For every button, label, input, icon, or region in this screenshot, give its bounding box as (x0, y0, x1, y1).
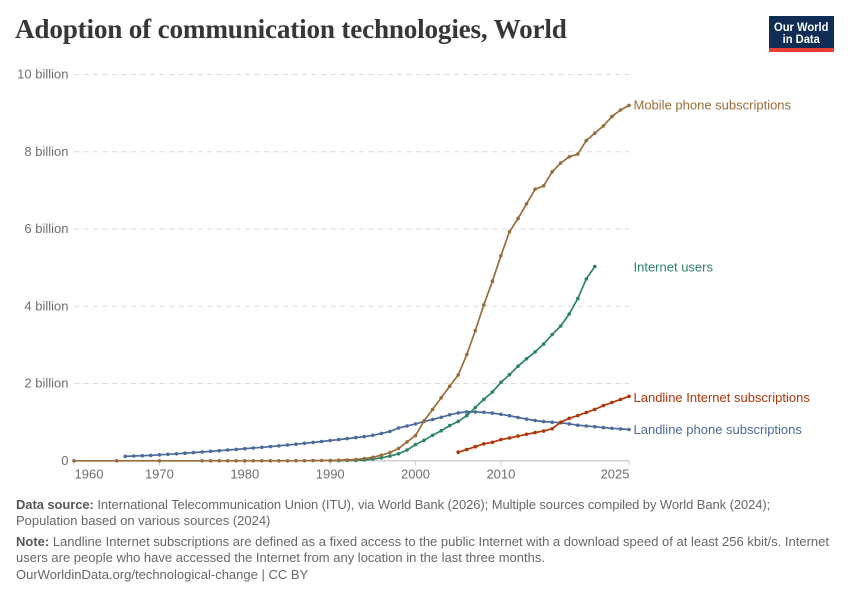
svg-text:2000: 2000 (401, 467, 430, 482)
svg-text:2025: 2025 (601, 467, 630, 482)
svg-text:Landline phone subscriptions: Landline phone subscriptions (634, 422, 803, 437)
svg-text:Mobile phone subscriptions: Mobile phone subscriptions (634, 98, 792, 113)
svg-text:2010: 2010 (486, 467, 515, 482)
svg-text:Internet users: Internet users (634, 260, 714, 275)
svg-text:0: 0 (61, 453, 68, 468)
svg-text:1990: 1990 (316, 467, 345, 482)
svg-text:1980: 1980 (230, 467, 259, 482)
svg-text:1960: 1960 (75, 467, 104, 482)
svg-text:6 billion: 6 billion (24, 221, 68, 236)
svg-text:8 billion: 8 billion (24, 144, 68, 159)
svg-text:Landline Internet subscription: Landline Internet subscriptions (634, 390, 811, 405)
svg-text:2 billion: 2 billion (24, 376, 68, 391)
svg-text:10 billion: 10 billion (17, 67, 68, 82)
svg-text:1970: 1970 (145, 467, 174, 482)
svg-text:4 billion: 4 billion (24, 298, 68, 313)
